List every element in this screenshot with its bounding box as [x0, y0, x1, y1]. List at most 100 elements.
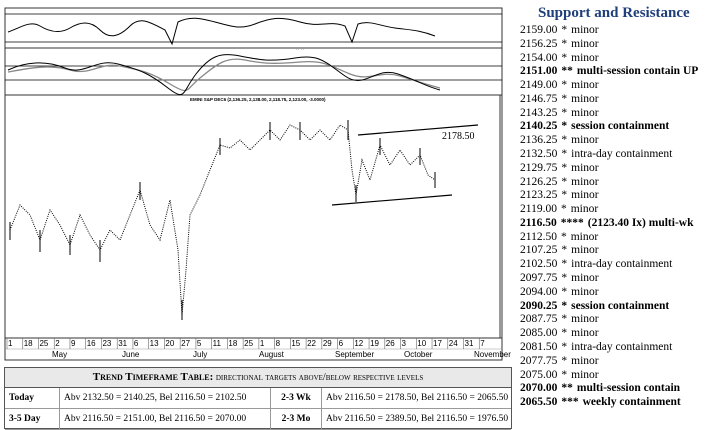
sr-level: 2123.25 * minor — [520, 189, 603, 202]
sr-stars: * — [561, 51, 568, 64]
sr-stars: * — [561, 313, 568, 326]
sr-stars: * — [561, 24, 568, 36]
sr-price: 2075.00 — [520, 368, 558, 381]
sr-stars: * — [561, 161, 568, 174]
sr-note: minor — [571, 313, 599, 326]
day-labels: 1 18 25 2 9 16 23 31 6 13 20 27 5 11 18 25 1 8 15 22 29 6 12 19… — [6, 338, 485, 349]
trend-row: 3-5 Day Abv 2116.50 = 2151.00, Bel 2116.5… — [5, 409, 511, 430]
sr-note: minor — [571, 24, 599, 36]
sr-level: 2151.00 ** multi-session contain UP — [520, 65, 702, 78]
sr-price: 2140.25 — [520, 120, 558, 133]
sr-stars: *** — [561, 396, 579, 409]
sr-price: 2077.75 — [520, 354, 558, 367]
month-labels: May June July August September October Novembe… — [52, 350, 511, 359]
day-label: 23 — [102, 339, 111, 348]
sr-price: 2151.00 — [520, 65, 558, 78]
sr-price: 2119.00 — [520, 203, 557, 216]
sr-stars: * — [560, 203, 567, 216]
sr-level: 2097.75 * minor — [520, 272, 603, 285]
sr-note: intra-day containment — [571, 340, 673, 353]
sr-note: minor — [571, 244, 599, 257]
day-label: 9 — [71, 339, 76, 348]
sr-stars: * — [561, 244, 568, 257]
sr-price: 2116.50 — [520, 216, 557, 229]
sr-price: 2126.25 — [520, 175, 558, 188]
sr-level: 2136.25 * minor — [520, 134, 603, 147]
sr-note: intra-day containment — [571, 148, 673, 161]
chart: · · · · EMINI S&P DEC6 (2,136.25, 2,138.… — [4, 7, 511, 361]
day-label: 18 — [228, 339, 237, 348]
sr-level: 2085.00 * minor — [520, 327, 603, 340]
price-bar-ranges — [9, 120, 436, 320]
sr-stars: * — [561, 148, 568, 161]
month-label: June — [122, 350, 140, 359]
sr-level: 2107.25 * minor — [520, 244, 603, 257]
sr-level: 2146.75 * minor — [520, 93, 603, 106]
trend-table-title: Trend Timeframe Table: — [92, 371, 214, 383]
sr-level: 2094.00 * minor — [520, 286, 603, 299]
sr-note: multi-session contain — [576, 382, 681, 395]
sr-price: 2146.75 — [520, 92, 558, 105]
sr-level: 2116.50 **** (2123.40 Ix) multi-wk — [520, 217, 698, 230]
sr-price: 2154.00 — [520, 51, 558, 64]
sr-note: minor — [571, 106, 599, 119]
month-label: October — [404, 350, 433, 359]
day-label: 6 — [339, 339, 344, 348]
trend-cell: Abv 2116.50 = 2389.50, Bel 2116.50 = 197… — [326, 414, 509, 424]
oscillator-header: · · · · — [296, 47, 305, 52]
sr-stars: * — [561, 368, 568, 381]
sr-note: minor — [570, 230, 599, 243]
sr-price: 2070.00 — [520, 382, 558, 395]
sr-price: 2149.00 — [520, 79, 558, 92]
day-label: 16 — [87, 339, 96, 348]
sr-stars: * — [561, 340, 568, 353]
sr-price: 2087.75 — [520, 313, 558, 326]
day-label: 29 — [323, 339, 332, 348]
sr-level: 2156.25 * minor — [520, 38, 603, 51]
sr-price: 2112.50 — [520, 230, 557, 243]
sr-stars: * — [561, 272, 568, 285]
day-label: 31 — [465, 339, 474, 348]
sr-level: 2132.50 * intra-day containment — [520, 148, 676, 161]
sr-note: session containment — [571, 299, 670, 312]
chart-frame — [4, 7, 503, 361]
oscillator-line — [7, 17, 436, 46]
sr-level: 2075.00 * minor — [520, 369, 603, 382]
trend-cell: Abv 2116.50 = 2178.50, Bel 2116.50 = 206… — [326, 393, 509, 403]
day-label: 13 — [150, 339, 159, 348]
channel-lower — [331, 194, 453, 206]
sr-level: 2081.50 * intra-day containment — [520, 341, 676, 354]
day-label: 25 — [244, 339, 253, 348]
day-label: 25 — [39, 339, 48, 348]
sr-stars: **** — [560, 216, 584, 229]
sr-stars: ** — [561, 382, 573, 395]
sr-note: minor — [571, 189, 599, 202]
day-label: 10 — [417, 339, 426, 348]
sr-level: 2143.25 * minor — [520, 107, 603, 120]
sr-note: weekly containment — [582, 396, 681, 409]
day-label: 26 — [386, 339, 395, 348]
sr-note: session containment — [571, 120, 670, 133]
sr-note: multi-session contain UP — [576, 65, 699, 78]
trend-cell: 2-3 Wk — [271, 388, 322, 408]
day-label: 11 — [213, 339, 222, 348]
day-label: 1 — [260, 339, 265, 348]
day-label: 2 — [55, 339, 60, 348]
day-label: 12 — [354, 339, 363, 348]
day-label: 24 — [449, 339, 458, 348]
sr-level: 2140.25 * session containment — [520, 120, 673, 133]
sr-price: 2085.00 — [520, 327, 558, 340]
day-label: 8 — [276, 339, 281, 348]
sr-level: 2149.00 * minor — [520, 79, 603, 92]
sr-note: minor — [571, 368, 599, 381]
trend-cell: Today — [5, 388, 60, 408]
sr-level: 2070.00 ** multi-session contain — [520, 382, 684, 395]
sr-price: 2159.00 — [520, 24, 558, 36]
sr-price: 2081.50 — [520, 340, 558, 353]
month-label: August — [259, 350, 285, 359]
trend-table: Trend Timeframe Table: directional targe… — [4, 367, 512, 430]
sr-note: minor — [571, 51, 599, 64]
sr-price: 2097.75 — [520, 272, 558, 285]
sr-level: 2087.75 * minor — [520, 313, 603, 326]
sr-level: 2119.00 * minor — [520, 203, 602, 216]
